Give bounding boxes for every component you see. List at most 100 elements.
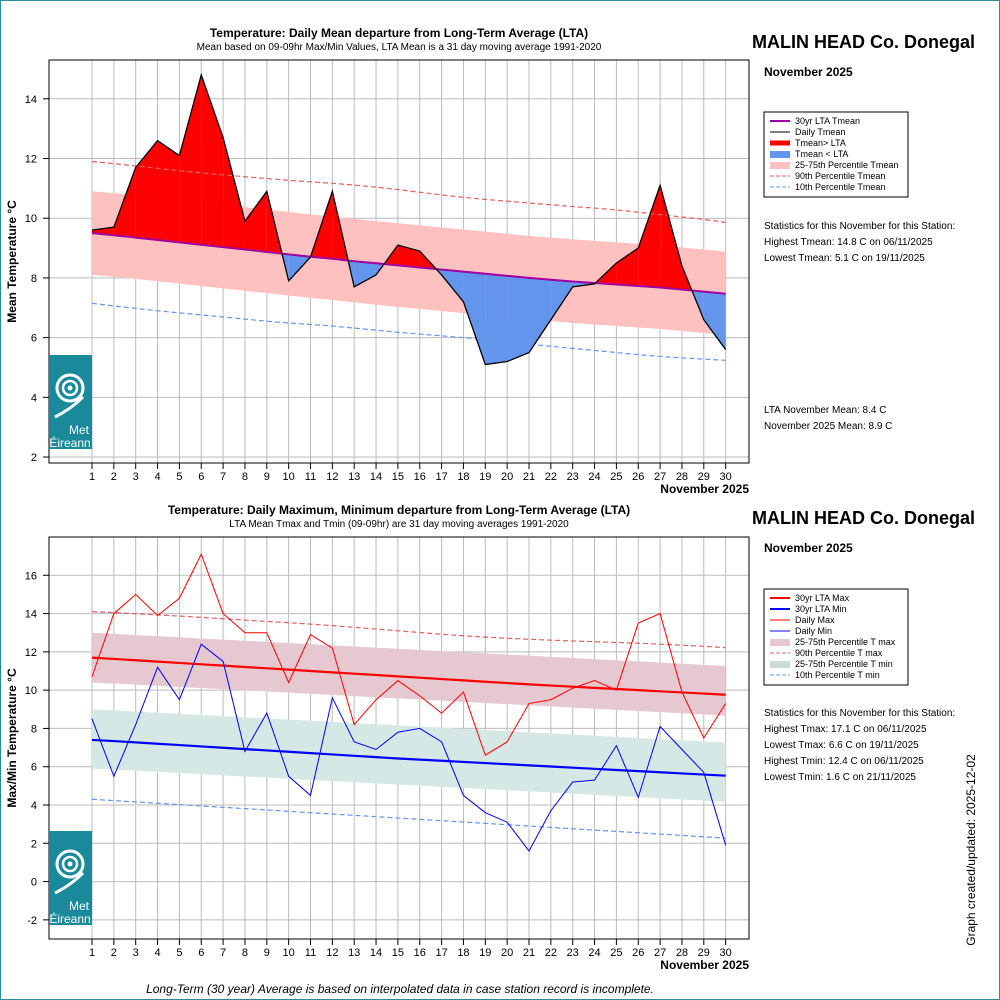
x-tick-label: 12	[326, 947, 338, 959]
y-tick-label: 10	[25, 685, 37, 697]
legend-box	[763, 588, 909, 686]
line-10th-percentile	[91, 302, 726, 361]
departure-above	[638, 185, 661, 288]
y-tick-label: 4	[31, 800, 37, 812]
legend-entry: 30yr LTA Tmean	[795, 116, 860, 126]
x-tick-label: 5	[176, 947, 182, 959]
x-tick-label: 9	[264, 947, 270, 959]
x-tick-label: 25	[610, 947, 622, 959]
station-name: MALIN HEAD Co. Donegal	[752, 508, 975, 528]
month-label: November 2025	[764, 65, 853, 79]
x-tick-label: 22	[545, 947, 557, 959]
y-tick-label: 4	[31, 392, 37, 404]
departure-above	[201, 74, 224, 248]
departure-above	[616, 248, 639, 286]
stat-line: Highest Tmin: 12.4 C on 06/11/2025	[764, 756, 924, 767]
logo-met-text: Met	[69, 899, 90, 913]
line-daily-max	[91, 552, 727, 756]
x-tick-label: 11	[305, 947, 316, 959]
legend-entry: 10th Percentile Tmean	[795, 182, 885, 192]
legend-entry: 30yr LTA Min	[795, 604, 847, 614]
x-tick-label: 3	[133, 947, 139, 959]
stats-heading: Statistics for this November for this St…	[764, 221, 955, 232]
legend-entry: Tmean> LTA	[795, 138, 846, 148]
departure-above	[397, 245, 420, 268]
credit-label: Graph created/updated: 2025-12-02	[964, 754, 978, 946]
x-axis-label: November 2025	[660, 482, 749, 496]
x-tick-label: 5	[176, 471, 182, 483]
x-tick-label: 29	[698, 947, 710, 959]
y-tick-label: 6	[31, 333, 37, 345]
departure-above	[223, 137, 245, 250]
y-axis-label: Mean Temperature °C	[5, 200, 19, 323]
legend-entry: Tmean < LTA	[795, 149, 848, 159]
logo-eireann-text: Éireann	[49, 911, 90, 926]
legend-entry: Daily Min	[795, 626, 832, 636]
departure-below	[441, 269, 464, 302]
x-tick-label: 27	[654, 947, 666, 959]
x-tick-label: 30	[720, 471, 732, 483]
chart-title: Temperature: Daily Maximum, Minimum depa…	[168, 503, 630, 517]
x-tick-label: 24	[588, 947, 600, 959]
y-tick-label: 14	[25, 94, 37, 106]
x-tick-label: 20	[501, 471, 513, 483]
departure-above	[113, 167, 136, 238]
percentile-band-tmin	[92, 709, 726, 802]
legend-entry: 25-75th Percentile T max	[795, 637, 896, 647]
x-tick-label: 15	[392, 471, 404, 483]
departure-below	[485, 273, 508, 365]
x-tick-label: 6	[198, 471, 204, 483]
x-tick-label: 10	[283, 471, 295, 483]
x-tick-label: 1	[89, 471, 95, 483]
x-tick-label: 25	[610, 471, 622, 483]
summary-line: LTA November Mean: 8.4 C	[764, 405, 886, 416]
y-tick-label: 16	[25, 570, 37, 582]
x-axis-label: November 2025	[660, 958, 749, 972]
x-tick-label: 15	[392, 947, 404, 959]
line-daily-tmean	[91, 72, 727, 366]
x-tick-label: 11	[305, 471, 316, 483]
line-10th-percentile-tmin	[91, 798, 726, 839]
y-tick-label: 8	[31, 273, 37, 285]
x-tick-label: 19	[479, 471, 491, 483]
summary-line: November 2025 Mean: 8.9 C	[764, 421, 892, 432]
departure-below	[463, 271, 486, 365]
y-tick-label: -2	[27, 915, 37, 927]
swirl-icon-core	[67, 385, 73, 391]
x-tick-label: 14	[370, 471, 382, 483]
departure-above	[660, 185, 682, 290]
x-tick-label: 10	[283, 947, 295, 959]
x-tick-label: 29	[698, 471, 710, 483]
x-tick-label: 7	[220, 471, 226, 483]
legend-entry: Daily Tmean	[795, 127, 845, 137]
x-tick-label: 30	[720, 947, 732, 959]
x-tick-label: 2	[111, 947, 117, 959]
legend-entry: 30yr LTA Max	[795, 593, 850, 603]
x-tick-label: 3	[133, 471, 139, 483]
departure-below	[529, 277, 551, 353]
x-tick-label: 28	[676, 471, 688, 483]
legend-entry: Daily Max	[795, 615, 835, 625]
departure-below	[550, 279, 573, 320]
x-tick-label: 2	[111, 471, 117, 483]
x-tick-label: 23	[567, 471, 579, 483]
legend-swatch	[770, 661, 790, 668]
departure-above	[157, 140, 180, 243]
x-tick-label: 8	[242, 947, 248, 959]
swirl-tail-icon	[54, 871, 85, 895]
legend-entry: 90th Percentile Tmean	[795, 171, 885, 181]
x-tick-label: 16	[414, 471, 426, 483]
x-tick-label: 24	[588, 471, 600, 483]
line-90th-percentile-tmax	[91, 611, 726, 649]
legend-swatch	[770, 639, 790, 646]
swirl-icon-core	[67, 861, 73, 867]
stat-line: Highest Tmean: 14.8 C on 06/11/2025	[764, 237, 933, 248]
departure-below	[507, 275, 529, 362]
plot-frame	[48, 536, 750, 940]
x-tick-label: 19	[479, 947, 491, 959]
x-tick-label: 16	[414, 947, 426, 959]
swirl-icon	[55, 373, 85, 403]
percentile-band-tmax	[92, 632, 726, 716]
